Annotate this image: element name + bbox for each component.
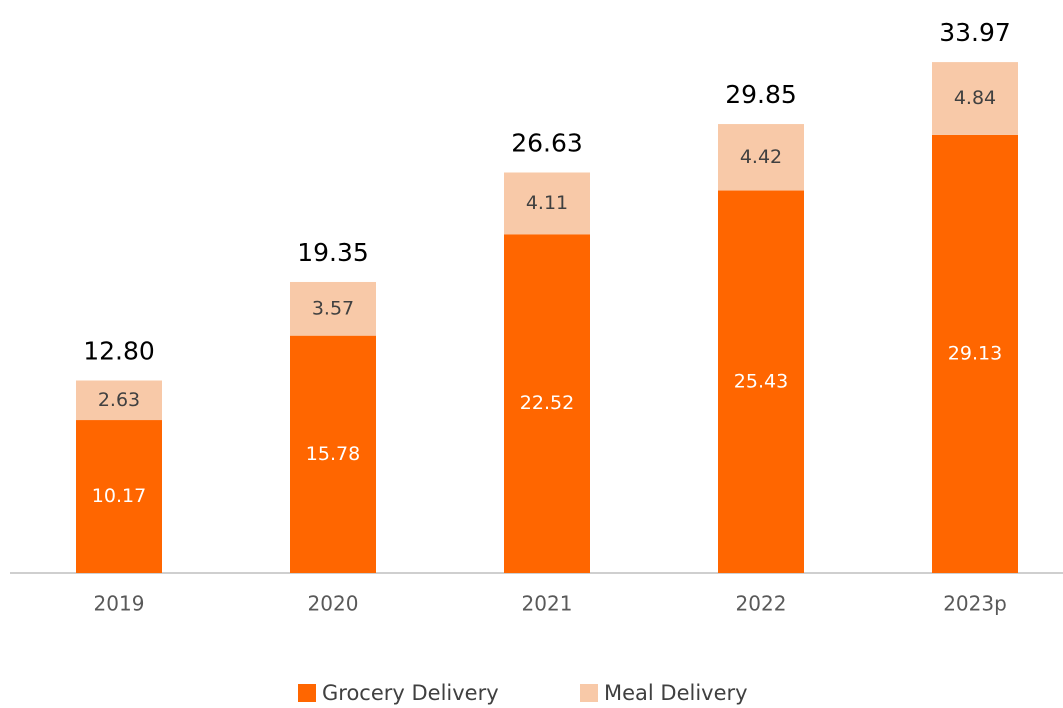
x-tick-label: 2022 [736, 592, 787, 616]
bar-segment [504, 172, 590, 235]
segment-label: 4.84 [954, 87, 996, 109]
legend-swatch [580, 684, 598, 702]
segment-label: 2.63 [98, 389, 140, 411]
total-label: 12.80 [83, 336, 155, 365]
legend-swatch [298, 684, 316, 702]
total-label: 19.35 [297, 238, 369, 267]
segment-label: 4.11 [526, 192, 568, 214]
bar-segment [718, 124, 804, 191]
segment-label: 15.78 [306, 443, 360, 465]
bar-segment [932, 134, 1018, 573]
bar-segment [290, 281, 376, 336]
legend-label: Grocery Delivery [322, 681, 499, 705]
total-label: 33.97 [939, 18, 1011, 47]
total-label: 26.63 [511, 128, 583, 157]
segment-label: 4.42 [740, 146, 782, 168]
segment-label: 25.43 [734, 370, 788, 392]
segment-label: 29.13 [948, 342, 1002, 364]
total-label: 29.85 [725, 80, 797, 109]
segment-label: 10.17 [92, 485, 146, 507]
x-tick-label: 2019 [94, 592, 145, 616]
x-tick-label: 2023p [943, 592, 1007, 616]
bar-segment [76, 380, 162, 421]
segment-label: 22.52 [520, 392, 574, 414]
bar-segment [290, 335, 376, 573]
x-tick-label: 2020 [308, 592, 359, 616]
bar-segment [932, 62, 1018, 135]
bar-segment [76, 420, 162, 573]
bar-segment [718, 190, 804, 573]
legend-label: Meal Delivery [604, 681, 748, 705]
segment-label: 3.57 [312, 297, 354, 319]
x-tick-label: 2021 [522, 592, 573, 616]
bar-segment [504, 234, 590, 573]
